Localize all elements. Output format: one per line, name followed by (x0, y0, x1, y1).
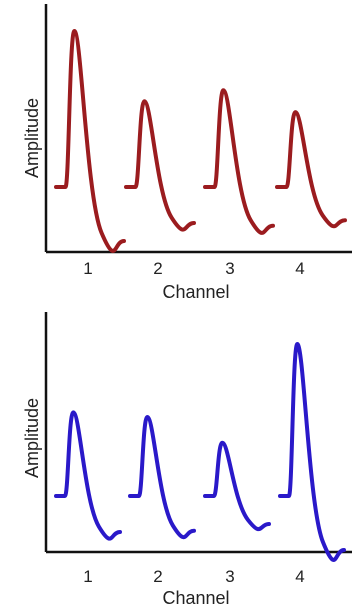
top-y-axis-label: Amplitude (22, 98, 42, 178)
bottom-pulse-channel-1 (54, 410, 122, 541)
bottom-x-tick-3: 3 (225, 567, 234, 586)
bottom-y-axis-label: Amplitude (22, 398, 42, 478)
bottom-x-tick-2: 2 (153, 567, 162, 586)
bottom-pulse-channel-4 (278, 342, 346, 562)
top-x-tick-4: 4 (295, 259, 304, 278)
bottom-chart: Amplitude 1 2 3 4 Channel (22, 312, 352, 608)
top-chart: Amplitude 1 2 3 4 Channel (22, 4, 352, 302)
top-pulse-channel-4 (275, 110, 347, 229)
bottom-series-group (54, 342, 346, 562)
bottom-pulse-channel-2 (128, 414, 196, 540)
top-x-axis-label: Channel (162, 282, 229, 302)
bottom-x-tick-4: 4 (295, 567, 304, 586)
bottom-pulse-channel-3 (203, 440, 271, 532)
top-pulse-channel-3 (203, 88, 275, 235)
top-x-tick-1: 1 (83, 259, 92, 278)
top-pulse-channel-1 (54, 29, 126, 253)
top-series-group (54, 29, 347, 253)
bottom-x-tick-1: 1 (83, 567, 92, 586)
top-pulse-channel-2 (124, 99, 196, 232)
top-x-tick-2: 2 (153, 259, 162, 278)
bottom-x-axis-label: Channel (162, 588, 229, 608)
top-x-tick-3: 3 (225, 259, 234, 278)
